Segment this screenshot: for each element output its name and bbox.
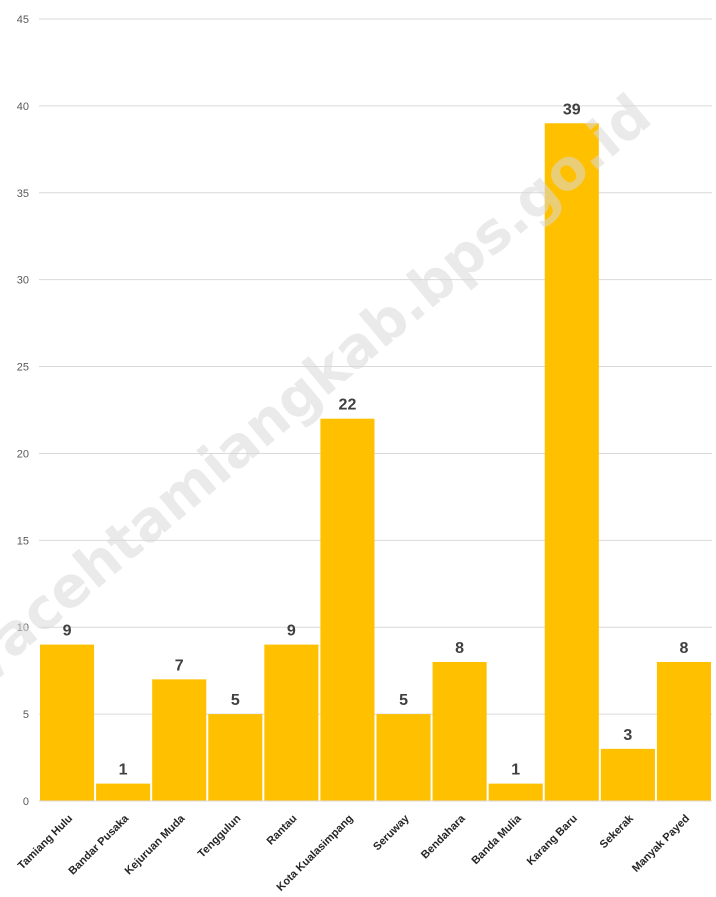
x-tick-label: Kejuruan Muda: [123, 812, 188, 877]
bar: [488, 783, 543, 801]
y-tick-label: 15: [17, 535, 29, 547]
bar: [544, 123, 599, 802]
bar: [152, 679, 207, 801]
x-tick-label: Sekerak: [598, 812, 637, 851]
y-tick-label: 10: [17, 622, 29, 634]
x-tick-label: Tamiang Hulu: [16, 813, 75, 872]
y-tick-label: 0: [23, 796, 29, 808]
y-tick-label: 25: [17, 362, 29, 374]
x-tick-label: Bendahara: [419, 812, 468, 861]
y-tick-label: 45: [17, 14, 29, 26]
y-axis-ticks: 0 5 10 15 20 25 30 35 40 45: [17, 14, 29, 808]
data-label: 8: [680, 640, 689, 657]
data-label: 22: [339, 397, 357, 414]
bar: [264, 644, 319, 801]
data-label: 7: [175, 657, 184, 674]
y-tick-label: 20: [17, 448, 29, 460]
x-tick-label: Seruway: [371, 812, 412, 853]
bar: [208, 714, 263, 801]
bar: [320, 418, 375, 801]
x-tick-label: Tenggulun: [196, 812, 244, 860]
data-label: 1: [511, 762, 520, 779]
y-tick-label: 30: [17, 275, 29, 287]
x-tick-label: Rantau: [265, 813, 300, 848]
data-label: 3: [623, 727, 632, 744]
x-tick-label: Bandar Pusaka: [67, 812, 132, 877]
data-label: 5: [231, 692, 240, 709]
data-label: 5: [399, 692, 408, 709]
data-label: 9: [63, 623, 72, 640]
x-tick-label: Manyak Payed: [630, 813, 692, 875]
x-tick-label: Banda Mulia: [470, 812, 525, 867]
data-label: 39: [563, 101, 581, 118]
bar: [96, 783, 151, 801]
bar: [600, 748, 655, 801]
bars: [40, 123, 711, 802]
x-tick-label: Karang Baru: [525, 813, 580, 868]
bar: [432, 661, 487, 801]
y-tick-label: 5: [23, 709, 29, 721]
bar: [656, 661, 711, 801]
bar: [40, 644, 95, 801]
y-tick-label: 35: [17, 188, 29, 200]
data-label: 8: [455, 640, 464, 657]
data-label: 1: [119, 762, 128, 779]
bar: [376, 714, 431, 801]
data-labels: 9 1 7 5 9 22 5 8 1 39 3 8: [63, 101, 689, 778]
data-label: 9: [287, 623, 296, 640]
y-tick-label: 40: [17, 101, 29, 113]
gridlines: [39, 18, 712, 715]
